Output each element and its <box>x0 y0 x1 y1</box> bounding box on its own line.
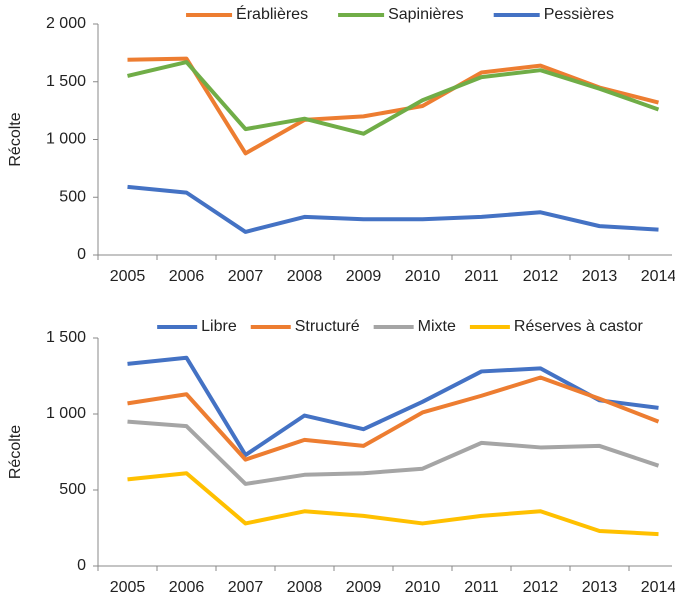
x-tick-label: 2010 <box>405 268 441 285</box>
x-tick-label: 2011 <box>464 268 499 285</box>
series-line <box>127 60 660 136</box>
x-tick-label: 2014 <box>641 579 675 596</box>
x-tick-label: 2006 <box>169 579 205 596</box>
x-tick-label: 2008 <box>287 268 323 285</box>
x-tick-label: 2013 <box>582 579 618 596</box>
y-tick-label: 0 <box>77 246 86 263</box>
y-tick-label: 1 000 <box>46 131 86 148</box>
y-tick-label: 500 <box>59 481 86 498</box>
x-tick-label: 2007 <box>228 268 264 285</box>
y-tick-label: 1 000 <box>46 405 86 422</box>
legend-label: Libre <box>201 318 237 335</box>
series-line <box>127 471 659 537</box>
x-tick-label: 2005 <box>110 579 146 596</box>
y-tick-label: 2 000 <box>46 15 86 32</box>
x-tick-label: 2014 <box>641 268 675 285</box>
series-line <box>127 375 660 462</box>
x-tick-label: 2005 <box>110 268 146 285</box>
x-tick-label: 2012 <box>523 268 559 285</box>
legend-label: Réserves à castor <box>514 318 644 335</box>
y-tick-label: 0 <box>77 557 86 574</box>
x-tick-label: 2009 <box>346 268 382 285</box>
x-tick-label: 2008 <box>287 579 323 596</box>
x-tick-label: 2013 <box>582 268 618 285</box>
legend-label: Mixte <box>418 318 456 335</box>
series-line <box>127 56 659 156</box>
x-tick-label: 2011 <box>464 579 499 596</box>
x-tick-label: 2010 <box>405 579 441 596</box>
legend-label: Érablières <box>236 4 308 23</box>
legend-label: Pessières <box>544 6 614 23</box>
legend-label: Structuré <box>295 318 360 335</box>
series-line <box>127 184 659 234</box>
y-tick-label: 1 500 <box>46 73 86 90</box>
series-line <box>127 355 659 458</box>
y-tick-label: 500 <box>59 188 86 205</box>
y-tick-label: 1 500 <box>46 329 86 346</box>
y-axis-label: Récolte <box>7 425 24 479</box>
y-axis-label: Récolte <box>7 112 24 166</box>
series-line <box>127 419 660 486</box>
x-tick-label: 2006 <box>169 268 205 285</box>
x-tick-label: 2009 <box>346 579 382 596</box>
x-tick-label: 2012 <box>523 579 559 596</box>
legend-label: Sapinières <box>388 6 464 23</box>
x-tick-label: 2007 <box>228 579 264 596</box>
